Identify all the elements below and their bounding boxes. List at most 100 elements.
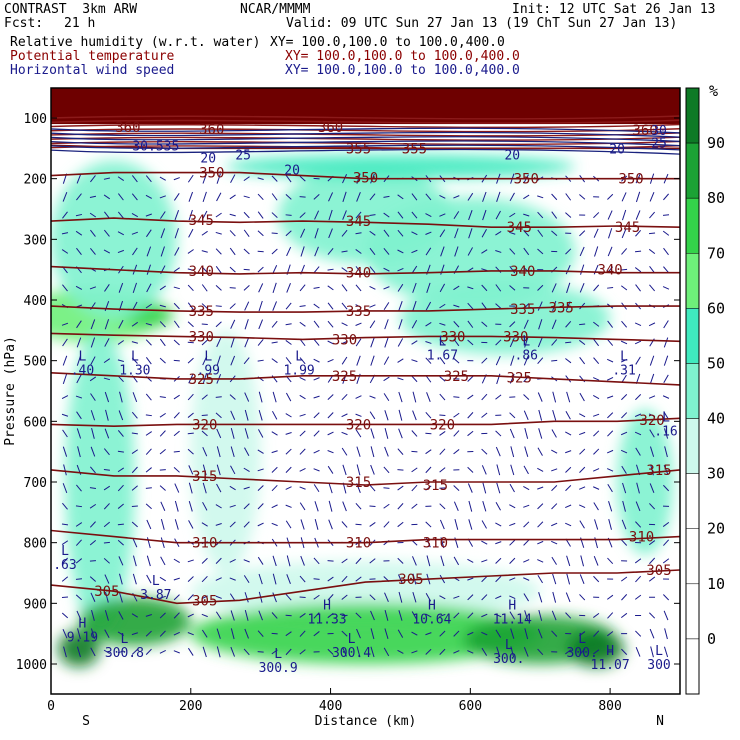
wind-vector — [342, 464, 347, 476]
wind-vector — [495, 210, 501, 220]
wind-vector — [257, 230, 264, 237]
wind-vector — [243, 268, 250, 271]
wind-vector — [285, 323, 292, 326]
extremum-symbol: L — [522, 335, 530, 350]
wind-vector — [173, 177, 180, 181]
rh-blob — [64, 330, 135, 634]
wind-vector — [243, 357, 250, 365]
wind-vector — [579, 520, 585, 529]
wind-vector — [383, 195, 390, 198]
wind-vector — [271, 358, 278, 364]
extremum-symbol: L — [505, 638, 513, 653]
wind-vector — [215, 305, 222, 307]
wind-vector — [453, 195, 460, 199]
y-tick-label: 500 — [24, 355, 47, 370]
wind-vector — [397, 557, 404, 564]
wind-vector — [299, 376, 306, 381]
wind-vector — [328, 228, 333, 239]
wind-vector — [397, 211, 404, 219]
wind-vector — [160, 501, 166, 511]
wind-vector — [61, 557, 68, 565]
wind-vector — [425, 613, 432, 618]
wind-vector — [608, 501, 613, 512]
wind-vector — [634, 322, 642, 327]
wind-vector — [229, 593, 236, 602]
wind-vector — [131, 432, 138, 435]
wind-vector — [103, 503, 110, 510]
wind-vector — [271, 466, 278, 473]
extremum-value: 1.99 — [283, 364, 314, 379]
theta-contour-340 — [51, 265, 680, 275]
wind-vector — [75, 230, 83, 236]
wind-vector — [243, 648, 250, 656]
wind-vector — [201, 250, 208, 253]
wind-vector — [551, 556, 557, 565]
wind-vector — [608, 519, 612, 530]
wind-vector — [370, 355, 375, 366]
wind-vector — [313, 266, 320, 274]
wind-vector — [216, 446, 221, 458]
wind-vector — [159, 650, 166, 654]
extremum-symbol: L — [438, 335, 446, 350]
theta-label: 305 — [646, 563, 671, 579]
wind-vector — [229, 213, 236, 217]
wind-vector — [425, 593, 432, 602]
wind-vector — [481, 465, 487, 475]
wind-vector — [523, 194, 530, 200]
colorbar-swatch — [685, 528, 700, 585]
wind-vector — [551, 522, 558, 527]
wind-vector — [635, 250, 642, 253]
wind-vector — [104, 338, 110, 347]
wind-vector — [579, 631, 586, 637]
wind-vector — [523, 577, 530, 581]
wind-vector — [145, 648, 152, 655]
theta-label: 340 — [597, 263, 622, 279]
wind-vector — [90, 410, 96, 421]
wind-vector — [355, 502, 362, 510]
wind-vector — [299, 175, 306, 182]
wind-vector — [579, 466, 586, 473]
wind-vector — [552, 300, 557, 312]
wind-vector — [620, 285, 628, 291]
wind-vector — [76, 646, 81, 658]
wind-vector — [313, 377, 320, 381]
wind-vector — [216, 428, 222, 439]
wind-vector — [327, 412, 334, 419]
theta-label: 360 — [115, 120, 140, 136]
wind-vector — [411, 193, 418, 201]
wind-vector — [411, 320, 418, 329]
wind-vector — [118, 410, 124, 421]
wind-vector — [593, 357, 600, 365]
wind-vector — [341, 393, 348, 401]
wind-vector — [383, 229, 390, 237]
wind-vector — [145, 467, 152, 473]
wind-vector — [243, 467, 250, 473]
wind-vector — [229, 266, 236, 273]
wind-vector — [509, 504, 516, 509]
wind-vector — [89, 487, 96, 489]
wind-vector — [453, 211, 460, 220]
colorbar-swatch — [685, 638, 700, 695]
theta-contour-320 — [51, 417, 680, 428]
wind-vector — [118, 591, 123, 603]
wind-vector — [579, 357, 586, 365]
wind-vector — [271, 522, 278, 527]
wind-vector — [370, 610, 375, 621]
wind-vector — [257, 630, 264, 637]
wind-vector — [89, 212, 97, 218]
wind-vector — [257, 177, 264, 180]
extremum-symbol: H — [323, 598, 331, 613]
wind-vector — [272, 391, 277, 403]
wind-vector — [145, 614, 152, 617]
wind-vector — [495, 355, 501, 366]
wind-vector — [509, 577, 516, 581]
wind-vector — [537, 357, 544, 364]
colorbar-swatch — [685, 583, 700, 640]
wind-vector — [649, 446, 655, 457]
wind-vector — [299, 502, 306, 511]
stratosphere-contour — [51, 145, 680, 150]
theta-contour-330 — [51, 332, 680, 343]
wind-vector — [104, 574, 110, 584]
wind-vector — [468, 500, 473, 512]
wind-vector — [299, 468, 306, 472]
